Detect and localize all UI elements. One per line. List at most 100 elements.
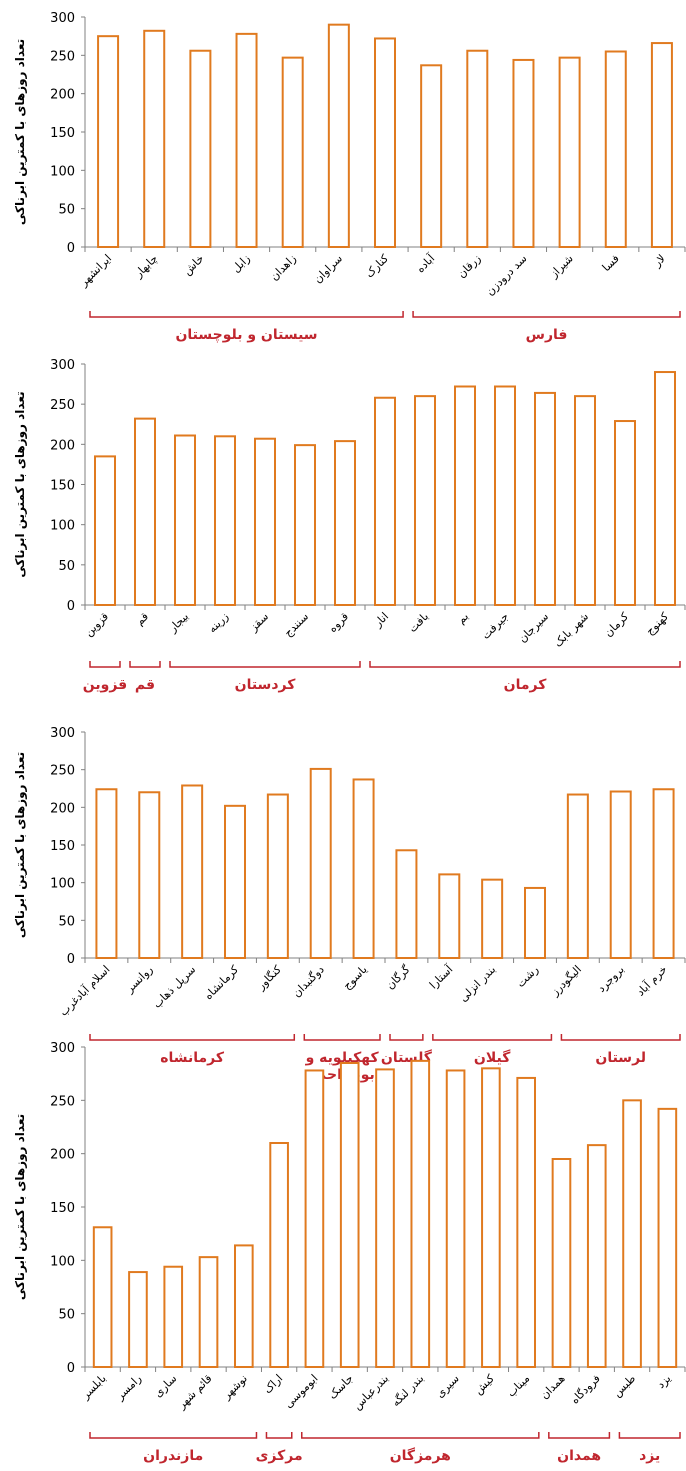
category-label: جاسک (326, 1372, 356, 1402)
bar-کنگاور (266, 793, 289, 959)
category-label: سیرجان (516, 610, 551, 645)
bar-سیرجان (534, 391, 556, 607)
y-axis-title: تعداد روزهای با کمترین ابرناکی (13, 391, 28, 577)
category-label: نوشهر (219, 1372, 249, 1402)
category-label: ابوموسی (282, 1372, 321, 1411)
y-tick-label: 200 (50, 438, 75, 453)
category-label: کرمانشاه (202, 962, 242, 1002)
group-label: یزد (639, 1448, 660, 1464)
category-label: همدان (538, 1372, 568, 1402)
bar-الیگودرز (566, 793, 589, 959)
bar-نوشهر (234, 1244, 254, 1369)
bar-بافت (414, 395, 436, 606)
y-tick-label: 100 (50, 164, 75, 179)
category-label: قائم شهر (174, 1372, 214, 1412)
category-label: فسا (600, 252, 622, 274)
bar-فرودگاه (586, 1144, 607, 1368)
y-tick-label: 200 (50, 1148, 75, 1163)
category-label: شیراز (547, 252, 576, 281)
category-label: بم (455, 610, 472, 627)
group-bracket (301, 1432, 540, 1439)
category-label: بابلسر (78, 1372, 108, 1402)
bar-سرپل ذهاب (181, 784, 204, 960)
y-tick-label: 250 (50, 1094, 75, 1109)
bar-سقز (254, 437, 276, 606)
bar-بندر لنگه (410, 1059, 431, 1369)
category-label: بندر لنگه (389, 1372, 426, 1409)
bar-بندر انزلی (481, 878, 504, 959)
y-tick-label: 150 (50, 479, 75, 494)
group-bracket (89, 1432, 258, 1439)
bar-آباده (420, 64, 443, 248)
group-label: مرکزی (256, 1448, 303, 1464)
y-tick-label: 100 (50, 519, 75, 534)
y-tick-label: 300 (50, 726, 75, 741)
bar-کیش (481, 1067, 501, 1369)
bar-زرقان (466, 49, 489, 248)
category-label: کهنوج (643, 609, 671, 637)
category-label: سنندج (282, 610, 312, 640)
y-tick-label: 200 (50, 801, 75, 816)
group-bracket (169, 661, 361, 668)
group-bracket (432, 1034, 553, 1041)
y-tick-label: 250 (50, 49, 75, 64)
group-bracket (89, 311, 404, 318)
category-label: سیری (433, 1372, 461, 1400)
bar-سیری (445, 1069, 466, 1368)
y-axis-title: تعداد روزهای با کمترین ابرناکی (13, 1114, 28, 1300)
category-label: آباده (413, 251, 438, 276)
bar-خاش (189, 49, 212, 248)
group-label: کرمان (504, 677, 548, 693)
y-tick-label: 250 (50, 764, 75, 779)
y-tick-label: 150 (50, 126, 75, 141)
group-label: کهکیلویه و (305, 1050, 380, 1066)
y-tick-label: 50 (58, 914, 75, 929)
bar-قزوین (94, 455, 116, 606)
y-tick-label: 0 (67, 241, 75, 256)
category-label: میناب (505, 1372, 533, 1400)
category-label: قروه (326, 610, 351, 635)
group-label: کردستان (235, 677, 297, 693)
bar-لار (650, 42, 673, 248)
bar-قائم شهر (198, 1256, 219, 1368)
category-label: بروجرد (595, 963, 627, 995)
bar-جیرفت (494, 385, 516, 607)
bar-رامسر (128, 1271, 148, 1368)
category-label: اراک (261, 1372, 285, 1396)
chart-panel-3: 0 50 100 150 200 250 300 تعداد روزهای با کمترین… (13, 726, 686, 1083)
y-tick-label: 50 (58, 559, 75, 574)
group-bracket (389, 1034, 424, 1041)
category-label: کنارک (363, 251, 392, 280)
bar-ابوموسی (304, 1069, 325, 1368)
group-bracket (548, 1432, 611, 1439)
group-label: هرمزگان (390, 1447, 451, 1464)
y-axis-title: تعداد روزهای با کمترین ابرناکی (13, 39, 28, 225)
group-label: گیلان (474, 1049, 511, 1066)
bar-سد درودزن (512, 58, 535, 248)
category-label: رامسر (113, 1372, 144, 1403)
bar-زاهدان (281, 56, 304, 249)
category-label: آستارا (426, 962, 456, 992)
category-label: کرمان (602, 609, 632, 639)
bar-کنارک (374, 37, 396, 249)
bar-کرمان (614, 420, 636, 606)
bar-طبس (622, 1099, 642, 1369)
y-tick-label: 300 (50, 358, 75, 373)
bar-بابلسر (92, 1226, 113, 1369)
bar-دوگنبدان (309, 767, 332, 959)
bar-روانسر (138, 791, 161, 959)
bar-کرمانشاه (224, 804, 246, 959)
bar-زرینه (214, 435, 236, 606)
category-label: یزد (654, 1372, 673, 1391)
group-label: مازندران (143, 1448, 203, 1464)
group-label: لرستان (595, 1050, 646, 1066)
bar-قروه (334, 440, 356, 606)
y-tick-label: 100 (50, 877, 75, 892)
bar-ساری (163, 1265, 184, 1368)
bar-رشت (524, 886, 546, 959)
y-axis-title: تعداد روزهای با کمترین ابرناکی (13, 752, 28, 938)
category-label: بندر انزلی (457, 963, 498, 1004)
group-label: قزوین (83, 677, 127, 693)
category-label: خاش (181, 252, 207, 278)
